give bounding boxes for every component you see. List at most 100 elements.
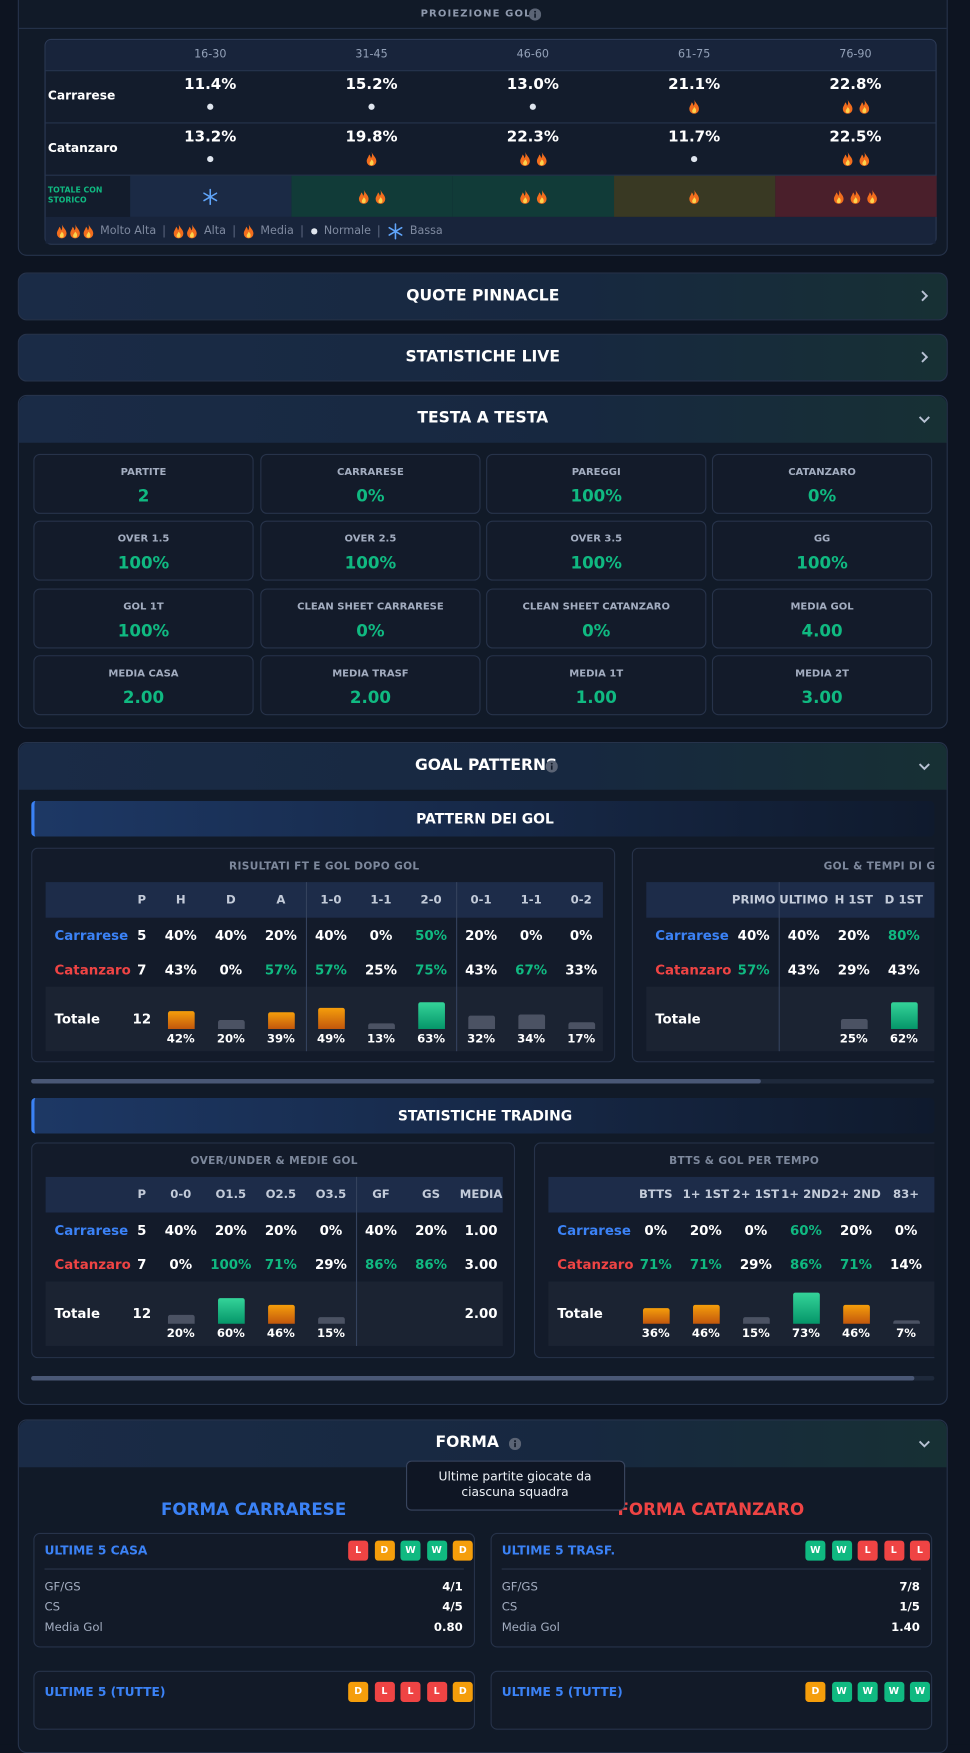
chevron[interactable] xyxy=(917,350,931,364)
cell-value: 3.00 xyxy=(464,1256,498,1273)
column-header: MEDIA xyxy=(459,1188,503,1202)
info-icon[interactable] xyxy=(528,8,542,21)
row-name: Carrarese xyxy=(54,927,129,943)
row-name: Carrarese xyxy=(54,1221,129,1238)
stat-label: MEDIA TRASF xyxy=(332,668,409,680)
column-header: A xyxy=(276,893,286,907)
stat-value: 0% xyxy=(356,486,385,507)
info-icon[interactable] xyxy=(508,1437,522,1451)
chevron[interactable] xyxy=(917,289,931,303)
result-badge xyxy=(374,1681,395,1702)
heat-icon xyxy=(368,103,376,111)
projection-value: 19.8% xyxy=(345,127,398,146)
stat-label: CLEAN SHEET CATANZARO xyxy=(522,601,670,613)
cell-value: 67% xyxy=(515,961,548,978)
table-title: RISULTATI FT E GOL DOPO GOL xyxy=(229,860,420,873)
total-label: 62% xyxy=(889,1032,918,1046)
result-badge xyxy=(805,1681,826,1702)
stat-card xyxy=(260,520,481,581)
row-name: Carrarese xyxy=(655,927,729,943)
heat-icon xyxy=(535,189,547,204)
cell-value: 50% xyxy=(415,927,448,943)
column-header: H 1ST xyxy=(834,893,873,907)
total-bar xyxy=(892,1320,920,1324)
column-header: 0-2 xyxy=(570,893,592,907)
total-label: 73% xyxy=(791,1327,820,1341)
result-label: W xyxy=(431,1545,442,1557)
column-header: 1-1 xyxy=(370,893,392,907)
column-header: ULTIMO xyxy=(779,893,829,907)
scrollbar-thumb[interactable] xyxy=(31,1376,915,1381)
chevron[interactable] xyxy=(917,412,931,426)
result-badge xyxy=(883,1540,904,1561)
info-icon[interactable] xyxy=(545,760,558,773)
result-label: L xyxy=(355,1545,362,1557)
row-name: Catanzaro xyxy=(54,1256,131,1273)
column-header: P xyxy=(137,1188,147,1202)
result-badge xyxy=(452,1681,473,1702)
stat-card xyxy=(711,453,933,514)
cell-value: 5 xyxy=(137,927,147,943)
collapsed-section[interactable] xyxy=(17,272,948,321)
cell-value: 43% xyxy=(887,961,920,978)
stat-value: 0% xyxy=(356,620,385,641)
total-bar xyxy=(317,1317,345,1324)
heat-icon xyxy=(849,189,861,204)
stat-card xyxy=(486,520,707,581)
stat-value: 100% xyxy=(570,486,623,507)
section-title: QUOTE PINNACLE xyxy=(406,286,560,305)
row-name: Totale xyxy=(557,1305,603,1322)
scrollbar-thumb[interactable] xyxy=(31,1079,761,1084)
total-label: TOTALE CON STORICO xyxy=(47,185,103,205)
row-name: Carrarese xyxy=(557,1221,631,1238)
stat-card xyxy=(260,588,481,649)
projection-value: 13.0% xyxy=(506,75,559,94)
cell-value: 71% xyxy=(689,1256,722,1273)
form-card-title: ULTIME 5 CASA xyxy=(44,1543,148,1558)
form-card xyxy=(33,1670,475,1730)
collapsed-section[interactable] xyxy=(17,333,948,382)
heat-icon xyxy=(841,99,853,114)
total-bar xyxy=(467,1015,495,1029)
heat-icon xyxy=(365,151,377,167)
row-name: Catanzaro xyxy=(655,961,732,978)
cell-value: 7 xyxy=(137,1256,147,1273)
form-stat-label: GF/GS xyxy=(501,1580,538,1595)
stat-label: MEDIA 1T xyxy=(569,668,624,680)
result-label: W xyxy=(405,1545,416,1557)
result-badge xyxy=(857,1540,878,1561)
cell-value: 71% xyxy=(264,1256,297,1273)
heat-icon xyxy=(206,103,214,111)
projection-value: 22.3% xyxy=(506,127,559,146)
stat-label: CLEAN SHEET CARRARESE xyxy=(297,601,444,613)
stat-value: 1.00 xyxy=(575,687,617,708)
cell-value: 20% xyxy=(415,1221,448,1238)
legend-icon xyxy=(56,224,68,239)
column-header: 1+ 2ND xyxy=(781,1188,831,1202)
stat-label: OVER 2.5 xyxy=(344,533,397,546)
legend-separator xyxy=(378,225,380,238)
stat-label: MEDIA CASA xyxy=(108,668,179,680)
column-header: GF xyxy=(372,1188,390,1202)
cell-value: 40% xyxy=(787,927,820,943)
section-header[interactable] xyxy=(18,743,947,790)
stat-value: 2.00 xyxy=(349,687,392,708)
projection-value: 22.8% xyxy=(829,75,882,94)
section-header[interactable] xyxy=(18,1420,947,1468)
legend-separator xyxy=(163,225,166,238)
form-stat-value: 4/1 xyxy=(442,1580,463,1595)
chevron[interactable] xyxy=(917,1437,931,1451)
legend-icons xyxy=(173,224,199,239)
result-label: L xyxy=(890,1545,897,1557)
subsection-title: STATISTICHE TRADING xyxy=(397,1107,573,1125)
section-header[interactable] xyxy=(18,396,947,443)
total-label: 39% xyxy=(266,1032,295,1046)
cell-value: 71% xyxy=(639,1256,672,1273)
stat-value: 0% xyxy=(807,486,837,507)
stat-label: OVER 1.5 xyxy=(117,533,170,546)
chevron[interactable] xyxy=(917,759,931,773)
legend-icons xyxy=(311,227,319,235)
table-title: OVER/UNDER & MEDIE GOL xyxy=(190,1155,358,1168)
stat-value: 100% xyxy=(344,552,397,573)
row-name: Totale xyxy=(655,1011,701,1027)
